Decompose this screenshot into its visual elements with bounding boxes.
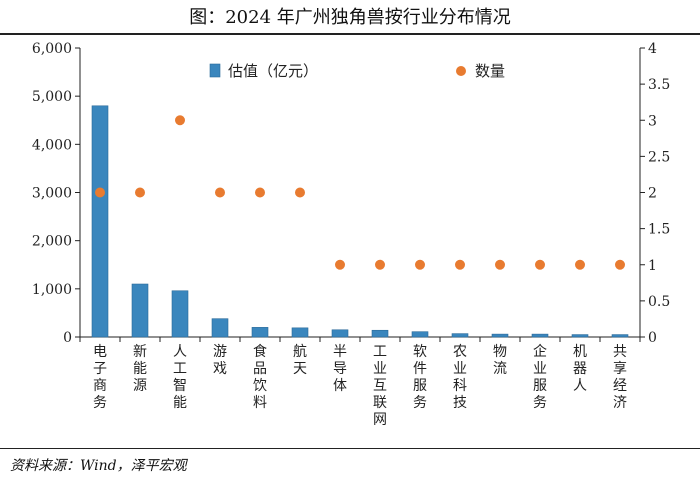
legend-bar-swatch [209, 63, 221, 78]
dot-point [95, 187, 105, 198]
left-tick-label: 6,000 [32, 41, 72, 57]
category-labels: 电子商务 新能源 人工智能 游戏 食品饮料 航天 半导体 工业互联网 软件服务 农业科技 物流 企业服… [93, 343, 627, 428]
source-rule [0, 448, 700, 449]
dot-point [295, 187, 305, 198]
dot-point [135, 187, 145, 198]
left-tick-label: 1,000 [32, 282, 72, 298]
right-tick-label: 4 [648, 41, 657, 57]
axes [75, 47, 645, 342]
dot-point [335, 259, 345, 270]
chart-title: 图：2024 年广州独角兽按行业分布情况 [189, 7, 511, 28]
category-label: 农业科技 [453, 344, 467, 411]
bar-series [91, 105, 629, 338]
right-tick-label: 0.5 [648, 294, 670, 310]
bar [131, 283, 149, 338]
dot-point [495, 259, 505, 270]
category-label: 游戏 [213, 344, 227, 377]
bar [531, 333, 549, 338]
bar [251, 327, 269, 338]
dot-series [95, 115, 625, 270]
chart: 0 1,000 2,000 3,000 4,000 5,000 6,000 0 0.5 1 1.5 2… [32, 41, 670, 428]
bar [91, 105, 109, 338]
category-label: 共享经济 [613, 344, 627, 411]
category-label: 工业互联网 [373, 344, 387, 428]
right-tick-label: 1 [648, 258, 657, 274]
bar [451, 333, 469, 338]
bar [171, 290, 189, 338]
dot-point [575, 259, 585, 270]
right-tick-label: 2 [648, 186, 657, 202]
category-label: 软件服务 [413, 344, 427, 411]
category-label: 食品饮料 [253, 343, 267, 411]
tick-labels: 0 1,000 2,000 3,000 4,000 5,000 6,000 0 0.5 1 1.5 2… [32, 41, 670, 346]
left-tick-label: 5,000 [32, 89, 72, 105]
bar [491, 333, 509, 338]
category-label: 半导体 [333, 344, 347, 394]
bar [211, 318, 229, 338]
legend: 估值（亿元） 数量 [209, 62, 505, 80]
title-rule [0, 33, 700, 35]
legend-dot-label: 数量 [475, 62, 505, 80]
category-label: 人工智能 [173, 344, 187, 411]
left-tick-label: 4,000 [32, 137, 72, 153]
left-tick-label: 0 [63, 330, 72, 346]
dot-point [215, 187, 225, 198]
right-tick-label: 2.5 [648, 149, 670, 165]
left-tick-label: 2,000 [32, 234, 72, 250]
category-label: 物流 [493, 344, 507, 377]
bar [371, 329, 389, 338]
source-note: 资料来源：Wind，泽平宏观 [10, 458, 187, 474]
dot-point [455, 259, 465, 270]
bar [611, 334, 629, 338]
dot-point [255, 187, 265, 198]
left-tick-label: 3,000 [32, 186, 72, 202]
dot-point [415, 259, 425, 270]
right-tick-label: 1.5 [648, 222, 670, 238]
dot-point [175, 115, 185, 126]
bar [331, 329, 349, 338]
category-label: 电子商务 [93, 344, 107, 411]
category-label: 新能源 [133, 344, 147, 394]
legend-dot-swatch [456, 66, 466, 76]
right-tick-label: 0 [648, 330, 657, 346]
bar [291, 327, 309, 338]
category-label: 航天 [293, 344, 307, 377]
dot-point [615, 259, 625, 270]
bar [571, 334, 589, 338]
legend-bar-label: 估值（亿元） [228, 62, 318, 80]
category-label: 机器人 [573, 344, 587, 394]
right-tick-label: 3 [648, 113, 657, 129]
dot-point [535, 259, 545, 270]
bar [411, 331, 429, 338]
dot-point [375, 259, 385, 270]
category-label: 企业服务 [533, 343, 547, 411]
right-tick-label: 3.5 [648, 77, 670, 93]
